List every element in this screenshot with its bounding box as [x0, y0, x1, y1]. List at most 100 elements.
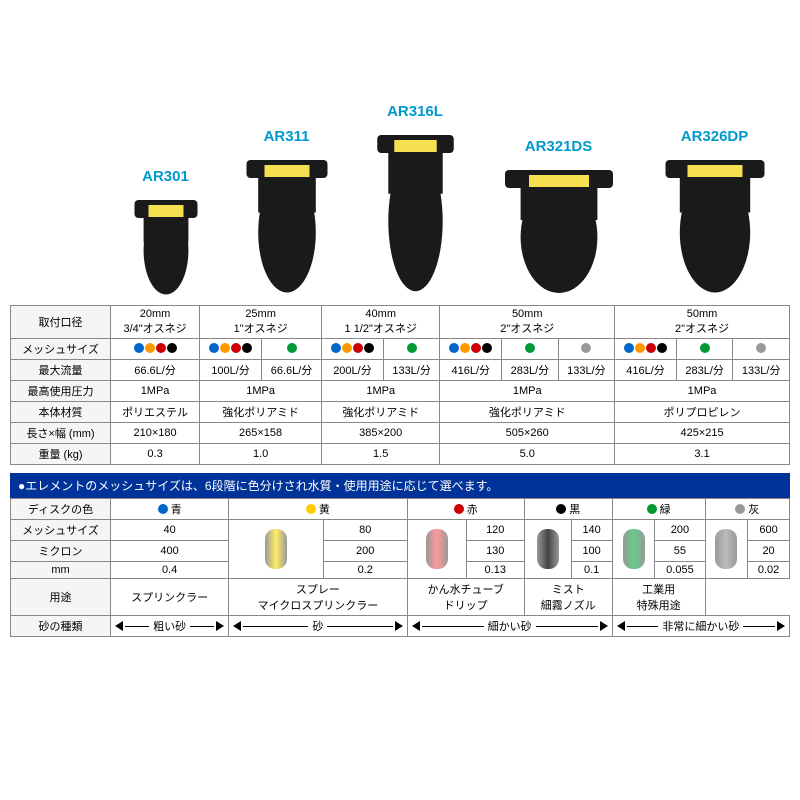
red-dot-icon [353, 343, 363, 353]
sand-cell: 細かい砂 [407, 616, 612, 637]
spec-cell: 強化ポリアミド [322, 402, 440, 423]
gray-dot-icon [756, 343, 766, 353]
mesh-dots [733, 339, 790, 360]
mesh-dots [261, 339, 321, 360]
red-dot-icon [646, 343, 656, 353]
filter-icon [499, 160, 619, 300]
spec-cell: 3.1 [615, 444, 790, 465]
usage-header: 用途 [11, 579, 111, 616]
mesh-cell: 0.055 [655, 562, 705, 579]
mesh-cell: 20 [748, 541, 790, 562]
usage-cell: スプレーマイクロスプリンクラー [229, 579, 407, 616]
mesh-dots [383, 339, 439, 360]
disc-color-cell: 緑 [612, 499, 705, 520]
spec-cell: 1MPa [615, 381, 790, 402]
filter-icon [373, 125, 458, 300]
mesh-dots [440, 339, 502, 360]
spec-cell: 強化ポリアミド [200, 402, 322, 423]
color-dot-icon [306, 504, 316, 514]
spec-cell: 1.0 [200, 444, 322, 465]
element-image-cell [229, 520, 324, 579]
mesh-dots [502, 339, 558, 360]
spec-cell: 505×260 [440, 423, 615, 444]
mesh-row-header: ミクロン [11, 541, 111, 562]
mesh-cell: 0.4 [111, 562, 229, 579]
disc-color-cell: 灰 [705, 499, 789, 520]
flow-cell: 66.6L/分 [261, 360, 321, 381]
flow-cell: 100L/分 [200, 360, 262, 381]
spec-row-header: 長さ×幅 (mm) [11, 423, 111, 444]
orange-dot-icon [342, 343, 352, 353]
usage-cell: スプリンクラー [111, 579, 229, 616]
filter-icon [242, 150, 332, 300]
color-dot-icon [454, 504, 464, 514]
filter-icon [660, 150, 770, 300]
spec-cell: 1MPa [111, 381, 200, 402]
orange-dot-icon [635, 343, 645, 353]
product-AR316L: AR316L [373, 103, 458, 300]
mesh-cell: 80 [323, 520, 407, 541]
green-dot-icon [525, 343, 535, 353]
sand-cell: 非常に細かい砂 [612, 616, 789, 637]
spec-cell: ポリエステル [111, 402, 200, 423]
mesh-dots [111, 339, 200, 360]
color-dot-icon [647, 504, 657, 514]
mesh-row-header: メッシュサイズ [11, 520, 111, 541]
color-dot-icon [556, 504, 566, 514]
spec-cell: 0.3 [111, 444, 200, 465]
black-dot-icon [482, 343, 492, 353]
usage-cell: かん水チューブドリップ [407, 579, 524, 616]
spec-cell: 強化ポリアミド [440, 402, 615, 423]
mesh-cell: 55 [655, 541, 705, 562]
spec-cell: 1.5 [322, 444, 440, 465]
mesh-dots [615, 339, 677, 360]
disc-color-cell: 黄 [229, 499, 407, 520]
mesh-cell: 0.2 [323, 562, 407, 579]
product-images-row: AR301 AR311 AR316L AR321DS AR326DP [10, 10, 790, 300]
gray-dot-icon [581, 343, 591, 353]
mesh-cell: 400 [111, 541, 229, 562]
color-dot-icon [735, 504, 745, 514]
spec-cell: 25mm1"オスネジ [200, 306, 322, 339]
spec-cell: 50mm2"オスネジ [615, 306, 790, 339]
element-icon [426, 529, 448, 569]
spec-row-header: 最高使用圧力 [11, 381, 111, 402]
usage-cell: 工業用特殊用途 [612, 579, 705, 616]
spec-cell: 5.0 [440, 444, 615, 465]
spec-table: 取付口径20mm3/4"オスネジ25mm1"オスネジ40mm1 1/2"オスネジ… [10, 305, 790, 465]
spec-cell: ポリプロピレン [615, 402, 790, 423]
usage-cell: ミスト細霧ノズル [524, 579, 612, 616]
product-AR321DS: AR321DS [499, 138, 619, 300]
orange-dot-icon [220, 343, 230, 353]
element-icon [537, 529, 559, 569]
product-AR311: AR311 [242, 128, 332, 300]
mesh-cell: 0.1 [571, 562, 612, 579]
product-label: AR321DS [525, 138, 593, 155]
red-dot-icon [156, 343, 166, 353]
mesh-dots [558, 339, 614, 360]
mesh-cell: 140 [571, 520, 612, 541]
spec-cell: 1MPa [200, 381, 322, 402]
flow-cell: 416L/分 [615, 360, 677, 381]
orange-dot-icon [145, 343, 155, 353]
mesh-table: ディスクの色青黄赤黒緑灰メッシュサイズ4080120140200600ミクロン4… [10, 498, 790, 637]
flow-cell: 283L/分 [676, 360, 732, 381]
product-label: AR316L [387, 103, 443, 120]
red-dot-icon [231, 343, 241, 353]
sand-header: 砂の種類 [11, 616, 111, 637]
spec-cell: 425×215 [615, 423, 790, 444]
flow-cell: 283L/分 [502, 360, 558, 381]
spec-row-header: 重量 (kg) [11, 444, 111, 465]
disc-color-cell: 赤 [407, 499, 524, 520]
mesh-cell: 120 [466, 520, 524, 541]
product-label: AR326DP [681, 128, 749, 145]
green-dot-icon [407, 343, 417, 353]
product-AR326DP: AR326DP [660, 128, 770, 300]
disc-color-cell: 青 [111, 499, 229, 520]
color-dot-icon [158, 504, 168, 514]
blue-dot-icon [624, 343, 634, 353]
mesh-dots [676, 339, 732, 360]
element-image-cell [407, 520, 466, 579]
blue-dot-icon [209, 343, 219, 353]
spec-row-header: 本体材質 [11, 402, 111, 423]
